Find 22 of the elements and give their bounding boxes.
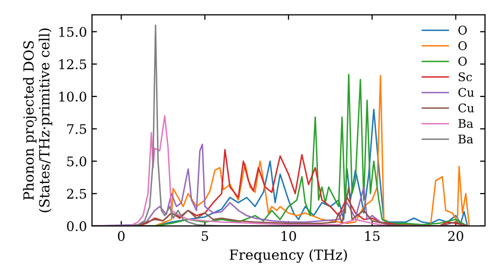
legend-label: O (458, 56, 467, 66)
legend-label: Cu (458, 88, 474, 97)
y-tick-label: 7.5 (67, 124, 86, 134)
legend-label: Ba (458, 134, 474, 144)
x-tick-label: 0 (118, 231, 125, 242)
y-tick-label: 10.0 (59, 92, 86, 102)
x-axis-title: Frequency (THz) (230, 249, 347, 263)
y-tick-label: 2.5 (67, 188, 86, 199)
x-tick-label: 5 (202, 231, 208, 242)
y-axis-title: Phonon projected DOS (States/THz·primitive cell) (23, 28, 52, 212)
legend-label: O (458, 26, 467, 35)
legend-label: Cu (458, 103, 474, 112)
legend-label: O (458, 41, 467, 50)
x-tick-label: 15 (365, 231, 380, 242)
x-tick-label: 20 (448, 231, 464, 242)
y-tick-label: 15.0 (59, 26, 86, 37)
y-tick-label: 5.0 (67, 156, 86, 166)
y-tick-label: 0.0 (67, 221, 86, 232)
legend-label: Ba (458, 119, 474, 128)
legend-label: Sc (458, 72, 472, 82)
y-tick-label: 12.5 (59, 59, 86, 70)
x-tick-label: 10 (282, 231, 296, 242)
